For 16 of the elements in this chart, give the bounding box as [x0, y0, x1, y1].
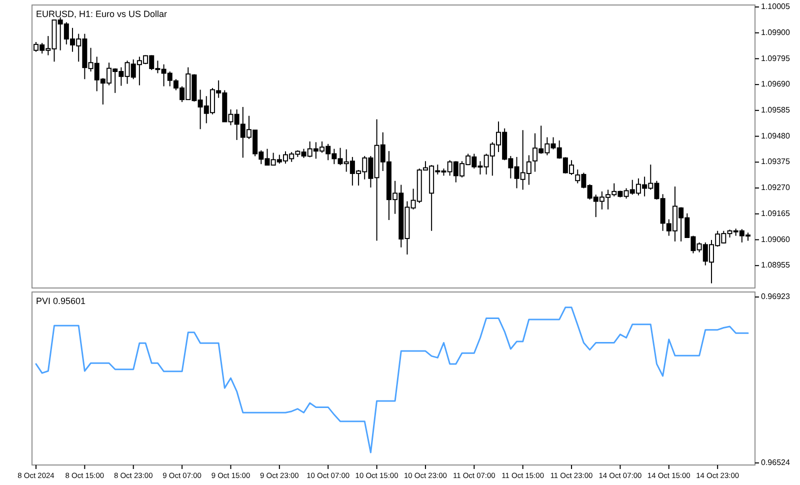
y-tick-label: 1.09480	[761, 131, 790, 140]
y-tick-label: 1.10005	[761, 2, 790, 12]
text: PVI 0.95601	[36, 296, 86, 306]
y-tick-label: 1.09060	[761, 234, 790, 244]
y-tick-label: 0.96524	[761, 458, 790, 468]
y-tick-label: 1.09900	[761, 28, 790, 37]
y-tick-label: 0.96923	[761, 292, 790, 302]
y-tick-label: 1.09795	[761, 54, 790, 63]
line-series	[35, 306, 749, 454]
y-tick-label: 1.09585	[761, 106, 790, 115]
text: EURUSD, H1: Euro vs US Dollar	[36, 9, 168, 19]
y-tick-label: 1.09690	[761, 80, 790, 89]
y-tick-label: 1.09375	[761, 157, 790, 166]
y-tick-label: 1.08955	[761, 260, 790, 270]
y-tick-label: 1.09165	[761, 208, 790, 218]
y-tick-label: 1.09270	[761, 183, 790, 192]
